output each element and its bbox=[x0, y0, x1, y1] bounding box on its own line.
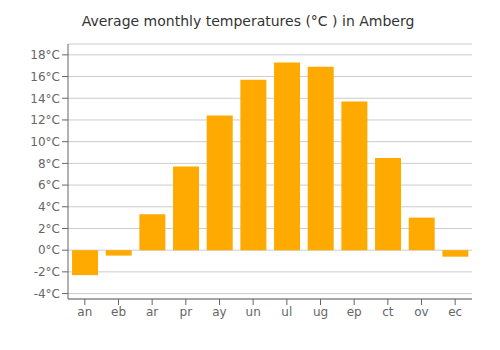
svg-text:an: an bbox=[77, 305, 92, 319]
svg-text:8°C: 8°C bbox=[38, 157, 60, 171]
svg-text:0°C: 0°C bbox=[38, 243, 60, 257]
svg-text:eb: eb bbox=[111, 305, 126, 319]
svg-text:-4°C: -4°C bbox=[34, 287, 60, 301]
svg-text:ay: ay bbox=[212, 305, 226, 319]
svg-text:18°C: 18°C bbox=[30, 48, 60, 62]
svg-text:ug: ug bbox=[313, 305, 328, 319]
svg-text:ov: ov bbox=[414, 305, 428, 319]
svg-text:6°C: 6°C bbox=[38, 178, 60, 192]
svg-text:pr: pr bbox=[180, 305, 193, 319]
svg-text:14°C: 14°C bbox=[30, 92, 60, 106]
svg-text:ct: ct bbox=[382, 305, 394, 319]
svg-text:ep: ep bbox=[347, 305, 362, 319]
svg-text:un: un bbox=[246, 305, 261, 319]
svg-text:4°C: 4°C bbox=[38, 200, 60, 214]
svg-text:ul: ul bbox=[281, 305, 292, 319]
svg-text:16°C: 16°C bbox=[30, 70, 60, 84]
svg-text:10°C: 10°C bbox=[30, 135, 60, 149]
svg-text:ar: ar bbox=[146, 305, 158, 319]
svg-text:2°C: 2°C bbox=[38, 222, 60, 236]
svg-text:-2°C: -2°C bbox=[34, 265, 60, 279]
html-text:Average monthly temperatures (: Average monthly temperatures (°C ) in Am… bbox=[81, 13, 415, 29]
svg-text:12°C: 12°C bbox=[30, 113, 60, 127]
svg-text:ec: ec bbox=[448, 305, 462, 319]
